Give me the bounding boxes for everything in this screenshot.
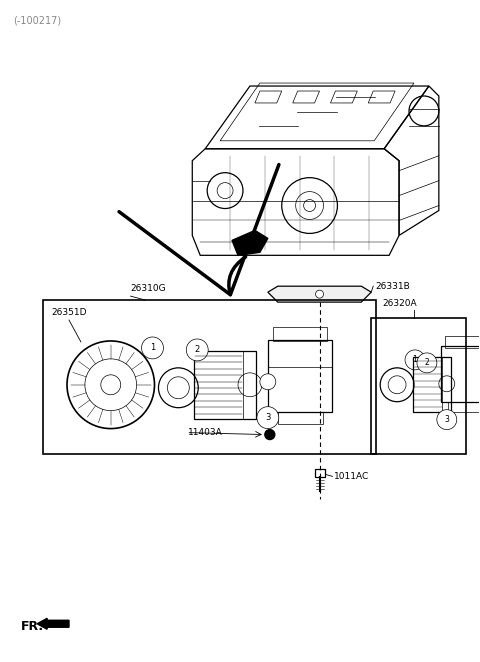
Text: 2: 2 — [424, 358, 429, 367]
Bar — [194, 351, 256, 418]
Text: 3: 3 — [444, 415, 449, 424]
Text: 26320A: 26320A — [382, 299, 417, 308]
Text: 1: 1 — [150, 344, 155, 352]
Bar — [442, 357, 451, 412]
Bar — [371, 318, 466, 455]
Circle shape — [265, 430, 275, 440]
Text: 2: 2 — [194, 346, 200, 354]
Bar — [441, 346, 480, 402]
Circle shape — [417, 353, 437, 373]
Bar — [268, 340, 333, 412]
Circle shape — [315, 290, 324, 298]
Bar — [43, 300, 376, 455]
Circle shape — [257, 406, 279, 428]
Bar — [243, 351, 256, 418]
FancyArrow shape — [37, 618, 69, 630]
Circle shape — [142, 337, 164, 359]
Polygon shape — [268, 286, 371, 302]
Circle shape — [260, 374, 276, 390]
Bar — [273, 327, 327, 341]
Bar — [413, 357, 451, 412]
Text: FR.: FR. — [21, 620, 44, 634]
Circle shape — [405, 350, 425, 370]
Bar — [445, 336, 480, 348]
Text: 26310G: 26310G — [131, 284, 166, 293]
Text: 1011AC: 1011AC — [335, 472, 370, 481]
Bar — [278, 412, 323, 424]
Text: 26331B: 26331B — [375, 282, 410, 291]
Bar — [448, 402, 480, 412]
Bar — [314, 469, 324, 477]
Text: 3: 3 — [265, 413, 271, 422]
Circle shape — [437, 410, 457, 430]
Text: 1: 1 — [413, 355, 417, 364]
Text: (-100217): (-100217) — [13, 15, 61, 25]
Text: 11403A: 11403A — [188, 428, 223, 437]
Circle shape — [186, 339, 208, 361]
Polygon shape — [232, 230, 268, 256]
Text: 26351D: 26351D — [51, 308, 86, 317]
